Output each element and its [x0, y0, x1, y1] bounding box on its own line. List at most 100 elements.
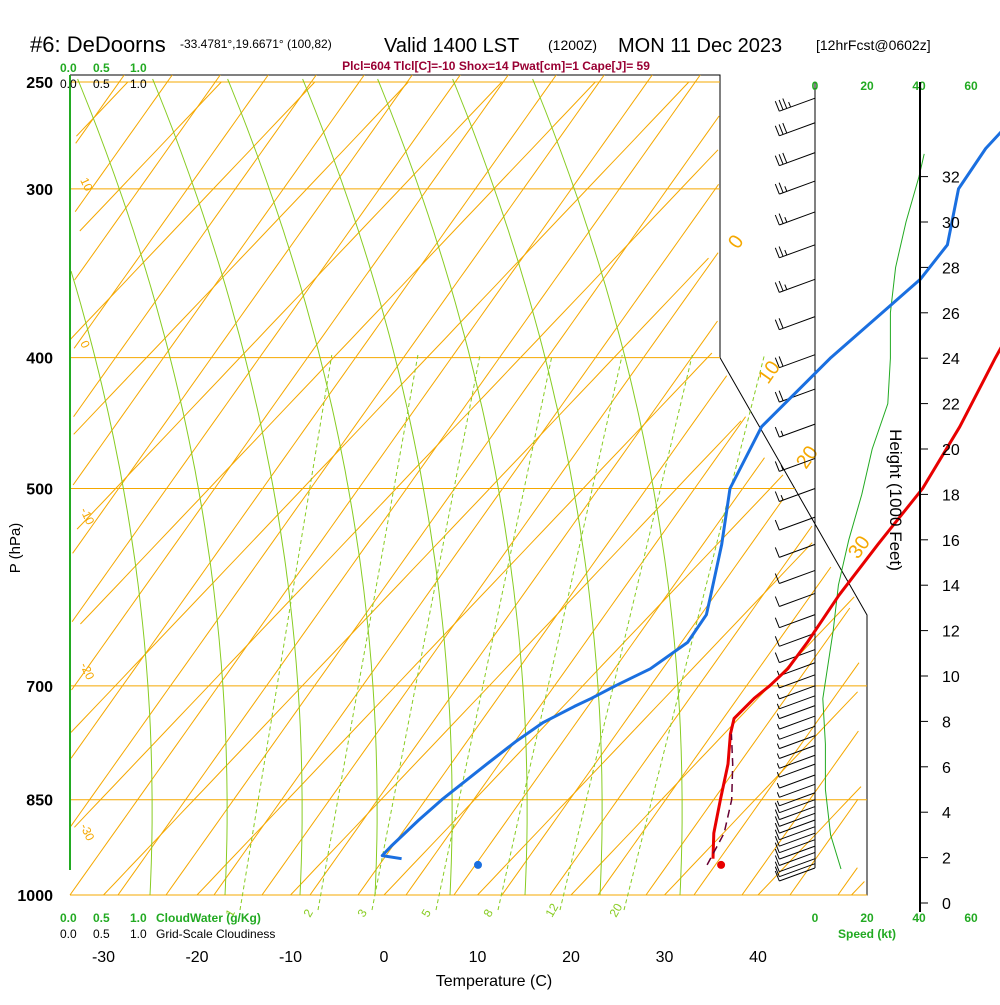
wind-barb — [774, 851, 816, 866]
wind-barb — [776, 715, 816, 730]
dry-adiabat-line — [261, 252, 719, 896]
dry-adiabat-line — [405, 416, 747, 896]
moist-adiabat-line — [77, 78, 228, 896]
pressure-tick-label: 300 — [26, 182, 53, 199]
station-coords: -33.4781°,19.6671° (100,82) — [180, 37, 332, 51]
cloudiness-label: Grid-Scale Cloudiness — [156, 927, 275, 941]
wind-barb-flag — [778, 280, 784, 292]
dry-adiabat-line — [789, 799, 859, 896]
wind-barb-flag — [774, 101, 780, 112]
wind-barb-half-flag — [784, 186, 788, 192]
mixing-ratio-label: 5 — [418, 906, 434, 919]
wind-barb-half-flag — [780, 495, 784, 501]
wind-barb-shaft — [779, 457, 816, 472]
wind-barb-flag — [774, 652, 780, 663]
dry-adiabat-line — [74, 74, 221, 281]
wind-barb-flag — [782, 152, 788, 164]
temperature-tick-label: -10 — [279, 949, 302, 966]
moist-adiabat-label: 0 — [724, 231, 748, 253]
wind-barb-shaft — [779, 569, 816, 584]
height-tick-label: 10 — [942, 669, 960, 686]
temperature-tick-label: -30 — [92, 949, 115, 966]
wind-barb-half-flag — [776, 734, 780, 740]
forecast-label: [12hrFcst@0602z] — [816, 37, 931, 53]
wind-barb-flag — [774, 426, 780, 438]
dry-adiabat-line — [549, 525, 813, 896]
valid-date: MON 11 Dec 2023 — [618, 35, 782, 57]
mixing-ratio-line — [317, 354, 419, 911]
wind-barb-flag — [782, 122, 788, 134]
wind-barb-flag — [774, 836, 780, 847]
pressure-tick-label: 1000 — [17, 888, 53, 905]
isotherm-line — [290, 420, 742, 896]
wind-barb-shaft — [779, 774, 816, 789]
isotherm-line — [477, 542, 813, 896]
wind-barb-flag — [774, 155, 780, 166]
valid-time: Valid 1400 LST — [384, 35, 519, 57]
dry-adiabat-line — [741, 730, 859, 896]
wind-barb-shaft — [779, 97, 816, 112]
dry-adiabat-line — [75, 74, 125, 144]
wind-barb-flag — [774, 842, 780, 853]
wind-barb — [776, 662, 816, 677]
cloudwater-scale-bottom: 1.0 — [130, 911, 147, 925]
wind-barb-flag — [778, 390, 784, 401]
wind-barb-shaft — [779, 783, 816, 798]
dry-adiabat-line — [117, 74, 701, 896]
isotherm-line — [383, 474, 784, 896]
wind-barb — [774, 97, 816, 112]
wind-barb-shaft — [779, 799, 816, 814]
wind-barb — [776, 792, 816, 807]
wind-barb-flag — [774, 214, 780, 226]
wind-barb-shaft — [779, 832, 816, 847]
speed-tick-top: 60 — [964, 79, 978, 93]
pressure-tick-label: 700 — [26, 679, 53, 696]
mixing-ratio-label: 3 — [354, 906, 370, 919]
wind-barb-flag — [774, 282, 780, 293]
isotherm-line — [79, 81, 222, 232]
wind-barb-shaft — [779, 674, 816, 689]
temperature-tick-label: 10 — [469, 949, 487, 966]
wind-barb-shaft — [779, 632, 816, 647]
wind-barb-flag — [778, 154, 784, 165]
temperature-tick-label: 0 — [380, 949, 389, 966]
wind-barb-half-flag — [776, 782, 780, 789]
wind-barb — [774, 244, 816, 259]
height-tick-label: 8 — [942, 714, 951, 731]
wind-barb-shaft — [779, 735, 816, 750]
mixing-ratio-label: 8 — [480, 906, 496, 919]
cloudiness-scale-bottom: 1.0 — [130, 927, 147, 941]
wind-barb-shaft — [779, 244, 816, 259]
wind-barb-shaft — [779, 662, 816, 677]
wind-barb-shaft — [779, 819, 816, 834]
wind-barb-flag — [774, 802, 780, 813]
wind-barb — [774, 569, 816, 584]
cloudwater-scale-top: 0.5 — [93, 61, 110, 75]
wind-barb — [774, 832, 816, 847]
wind-barb-shaft — [779, 851, 816, 866]
wind-barb — [774, 516, 816, 531]
height-tick-label: 24 — [942, 351, 960, 368]
cloudwater-scale-bottom: 0.0 — [60, 911, 77, 925]
parcel-trace — [706, 734, 734, 866]
wind-barb-flag — [774, 547, 780, 558]
wind-barb-shaft — [779, 725, 816, 740]
wind-barb — [774, 543, 816, 558]
isotherm-line — [70, 81, 690, 733]
wind-barb-half-flag — [784, 217, 788, 223]
wind-barb-flag — [774, 636, 780, 647]
dry-adiabat-line — [70, 74, 557, 759]
dry-adiabat-label: 10 — [77, 175, 95, 193]
dry-adiabat-line — [453, 457, 765, 896]
wind-barb — [774, 863, 816, 878]
dry-adiabat-line — [71, 74, 509, 691]
wind-barb-shaft — [779, 806, 816, 821]
wind-barb-flag — [778, 182, 784, 193]
wind-barb-shaft — [779, 863, 816, 878]
wind-barb-flag — [774, 247, 780, 258]
wind-barb — [776, 774, 816, 789]
wind-barb-flag — [778, 99, 784, 111]
wind-barb — [776, 685, 816, 700]
cloudwater-scale-top: 1.0 — [130, 61, 147, 75]
